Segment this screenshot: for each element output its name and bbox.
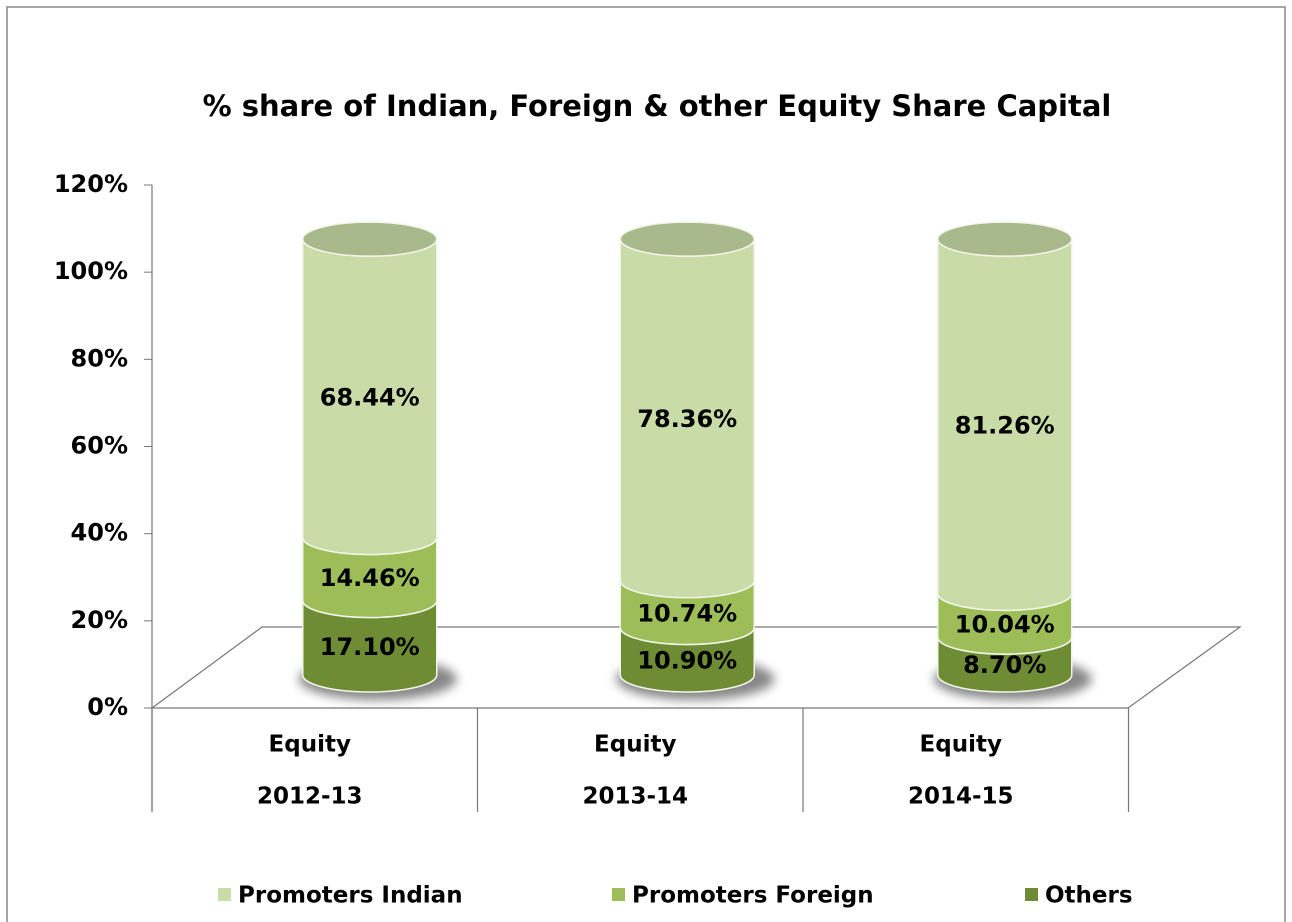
y-tick-label: 0%	[87, 693, 128, 721]
data-label: 17.10%	[320, 633, 420, 661]
data-label: 14.46%	[320, 564, 420, 592]
x-tick-label: Equity	[269, 732, 351, 758]
legend-swatch	[612, 888, 625, 901]
y-tick-label: 40%	[71, 519, 128, 547]
y-tick-label: 60%	[71, 432, 128, 460]
x-tick-label: 2014-15	[908, 784, 1014, 810]
cylinder-top	[302, 221, 438, 257]
legend-swatch	[218, 888, 231, 901]
y-tick-label: 100%	[54, 257, 128, 285]
data-label: 10.90%	[637, 646, 737, 674]
cylinder-top	[619, 221, 755, 257]
data-label: 81.26%	[955, 411, 1055, 439]
data-label: 68.44%	[320, 384, 420, 412]
data-label: 10.74%	[637, 599, 737, 627]
y-tick-label: 120%	[54, 170, 128, 198]
chart-border	[6, 6, 1286, 922]
legend-label: Promoters Indian	[238, 883, 463, 909]
cylinder-top	[937, 221, 1073, 257]
legend-label: Others	[1045, 883, 1133, 909]
data-label: 8.70%	[963, 651, 1046, 679]
x-tick-label: Equity	[920, 732, 1002, 758]
legend-label: Promoters Foreign	[632, 883, 874, 909]
data-label: 78.36%	[637, 405, 737, 433]
x-tick-label: 2013-14	[582, 784, 688, 810]
x-tick-label: Equity	[594, 732, 676, 758]
legend-swatch	[1025, 888, 1038, 901]
y-tick-label: 20%	[71, 606, 128, 634]
data-label: 10.04%	[955, 610, 1055, 638]
y-tick-label: 80%	[71, 344, 128, 372]
chart-title: % share of Indian, Foreign & other Equit…	[203, 89, 1112, 123]
x-tick-label: 2012-13	[257, 784, 363, 810]
